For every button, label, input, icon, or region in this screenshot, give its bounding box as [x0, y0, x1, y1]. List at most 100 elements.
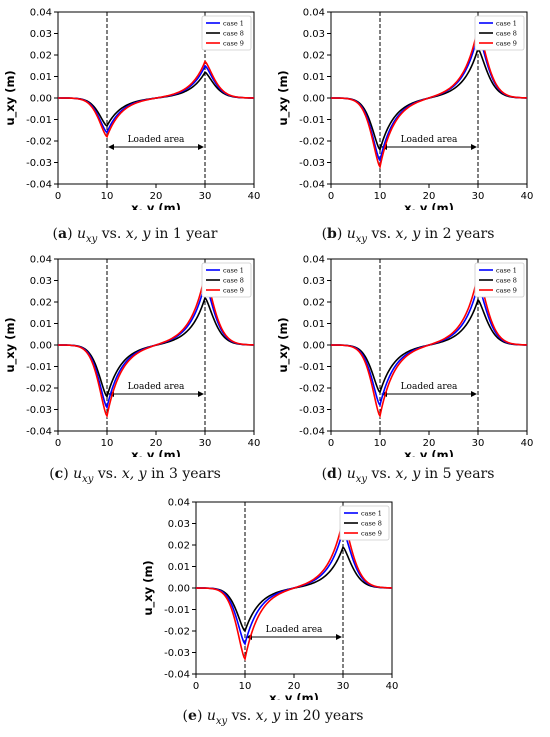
y-tick-label: 0.04 — [30, 255, 52, 266]
series-line-case-9 — [57, 271, 255, 419]
chart-svg-c: -0.04 -0.03 -0.02 -0.01 0.00 0.01 0.02 0.03 0.04… — [3, 255, 261, 458]
y-tick-label: -0.01 — [299, 115, 325, 126]
legend-label: case 9 — [496, 40, 517, 48]
caption-vars: x, y — [395, 466, 421, 482]
x-tick-label: 40 — [521, 191, 534, 202]
y-tick-label: 0.04 — [303, 255, 325, 266]
caption-letter: c — [54, 466, 64, 482]
y-tick-label: -0.02 — [26, 137, 52, 148]
series-line-case-8 — [58, 71, 254, 128]
y-tick-label: -0.01 — [26, 115, 52, 126]
y-tick-label: -0.03 — [299, 405, 325, 416]
y-tick-label: 0.00 — [168, 584, 190, 595]
y-tick-label: 0.01 — [30, 319, 52, 330]
x-axis-label: x, y (m) — [269, 691, 319, 700]
y-tick-label: 0.02 — [30, 298, 52, 309]
legend-label: case 9 — [223, 287, 244, 295]
legend-label: case 8 — [361, 520, 382, 528]
y-axis-label: u_xy (m) — [3, 70, 18, 125]
y-tick-label: 0.03 — [168, 519, 190, 530]
y-tick-label: -0.04 — [299, 427, 325, 438]
y-axis-label: u_xy (m) — [3, 317, 18, 372]
y-tick-label: 0.02 — [168, 541, 190, 552]
legend-box — [201, 262, 252, 298]
chart-svg-e: -0.04 -0.03 -0.02 -0.01 0.00 0.01 0.02 0.03 0.04… — [141, 498, 399, 701]
x-tick-label: 40 — [386, 681, 399, 692]
legend-label: case 1 — [496, 267, 517, 275]
arrow-head-left — [108, 144, 114, 151]
panel-caption: (d) uxy vs. x, y in 5 years — [321, 466, 495, 485]
x-axis-label: x, y (m) — [131, 448, 181, 457]
series-line-case-9 — [330, 271, 528, 419]
y-tick-label: 0.01 — [303, 319, 325, 330]
chart-panel-d: -0.04 -0.03 -0.02 -0.01 0.00 0.01 0.02 0.03 0.04… — [273, 247, 543, 458]
series-line-case-9 — [58, 60, 255, 139]
legend-box — [339, 505, 390, 541]
x-tick-label: 10 — [239, 681, 252, 692]
chart-panel-c: -0.04 -0.03 -0.02 -0.01 0.00 0.01 0.02 0.03 0.04… — [0, 247, 270, 458]
panel-caption: (a) uxy vs. x, y in 1 year — [52, 226, 218, 245]
chart-panel-a: -0.04 -0.03 -0.02 -0.01 0.00 0.01 0.02 0.03 0.04… — [0, 0, 270, 211]
y-tick-label: -0.04 — [26, 180, 52, 191]
loaded-area-label: Loaded area — [266, 625, 323, 635]
caption-symbol: uxy — [73, 466, 94, 485]
loaded-area-label: Loaded area — [401, 135, 458, 145]
caption-tail: in 1 year — [154, 226, 218, 242]
y-tick-label: -0.02 — [299, 384, 325, 395]
x-tick-label: 0 — [55, 438, 61, 449]
y-tick-label: 0.01 — [303, 72, 325, 83]
x-tick-label: 20 — [150, 191, 163, 202]
caption-symbol: uxy — [346, 466, 368, 485]
legend-label: case 1 — [361, 510, 382, 518]
y-tick-label: 0.00 — [30, 94, 52, 105]
x-tick-label: 0 — [328, 438, 334, 449]
legend-label: case 1 — [496, 20, 517, 28]
arrow-head-right — [198, 391, 204, 398]
x-tick-label: 30 — [199, 438, 212, 449]
x-tick-label: 10 — [101, 438, 114, 449]
x-tick-label: 10 — [374, 191, 387, 202]
y-tick-label: 0.01 — [168, 562, 190, 573]
x-tick-label: 30 — [199, 191, 212, 202]
y-tick-label: 0.02 — [303, 51, 325, 62]
caption-vars: x, y — [395, 226, 421, 242]
legend-box — [474, 15, 525, 51]
y-tick-label: 0.03 — [303, 276, 325, 287]
legend-label: case 9 — [361, 530, 382, 538]
legend-box — [474, 262, 525, 298]
loaded-area-label: Loaded area — [128, 135, 185, 145]
legend-label: case 1 — [223, 20, 244, 28]
x-tick-label: 10 — [101, 191, 114, 202]
y-tick-label: -0.01 — [299, 362, 325, 373]
chart-panel-b: -0.04 -0.03 -0.02 -0.01 0.00 0.01 0.02 0.03 0.04… — [273, 0, 543, 211]
y-tick-label: 0.02 — [30, 51, 52, 62]
y-tick-label: 0.00 — [303, 94, 325, 105]
y-tick-label: 0.01 — [30, 72, 52, 83]
caption-vs: vs. — [371, 226, 392, 242]
loaded-area-label: Loaded area — [401, 382, 458, 392]
y-tick-label: 0.00 — [30, 341, 52, 352]
x-tick-label: 40 — [248, 438, 261, 449]
caption-letter: d — [327, 466, 337, 482]
x-tick-label: 30 — [337, 681, 350, 692]
x-axis-label: x, y (m) — [131, 201, 181, 210]
caption-vs: vs. — [231, 708, 252, 724]
series-line-case-9 — [330, 24, 528, 169]
x-tick-label: 20 — [150, 438, 163, 449]
x-tick-label: 40 — [521, 438, 534, 449]
y-tick-label: 0.00 — [303, 341, 325, 352]
y-tick-label: -0.02 — [164, 627, 190, 638]
y-tick-label: -0.02 — [299, 137, 325, 148]
series-line-case-1 — [58, 64, 255, 134]
caption-symbol: uxy — [76, 226, 98, 245]
legend-label: case 1 — [223, 267, 244, 275]
legend-label: case 8 — [223, 30, 244, 38]
x-tick-label: 20 — [288, 681, 301, 692]
series-line-case-8 — [196, 545, 393, 633]
caption-symbol: uxy — [206, 708, 228, 727]
y-tick-label: 0.03 — [303, 29, 325, 40]
y-tick-label: -0.03 — [26, 158, 52, 169]
chart-svg-b: -0.04 -0.03 -0.02 -0.01 0.00 0.01 0.02 0.03 0.04… — [276, 8, 534, 211]
legend-label: case 8 — [496, 277, 517, 285]
legend-label: case 9 — [223, 40, 244, 48]
